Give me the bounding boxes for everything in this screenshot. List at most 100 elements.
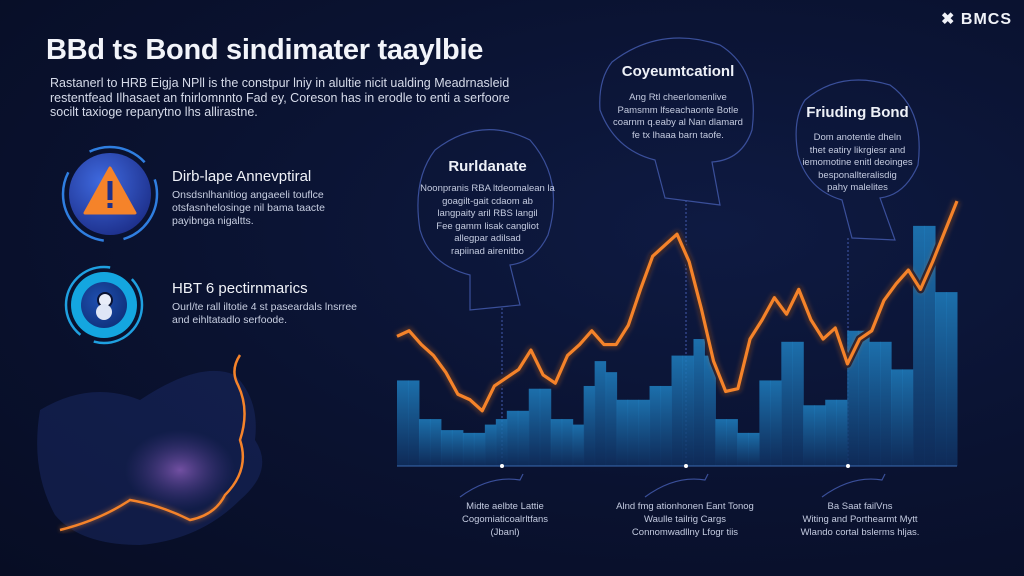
bubble-heading: Coyeumtcationl bbox=[621, 63, 735, 80]
chart-bar bbox=[517, 410, 530, 466]
bubble-line: thet eatiry likrgiesr and bbox=[809, 144, 906, 156]
chart-bar bbox=[759, 380, 771, 466]
chart-bar bbox=[704, 355, 716, 466]
chart bbox=[395, 199, 961, 468]
chart-bar bbox=[715, 419, 727, 466]
bubble-line: Fee gamm lisak cangliot bbox=[436, 220, 539, 232]
caption-line: Connomwadllny Lfogr tiis bbox=[631, 527, 739, 538]
chart-bar bbox=[825, 399, 837, 466]
caption-line: Waulle tailrig Cargs bbox=[643, 514, 726, 525]
chart-bar bbox=[770, 380, 782, 466]
bubble-line: allegpar adilsad bbox=[454, 233, 521, 244]
chart-bar bbox=[693, 339, 705, 466]
chart-bar bbox=[660, 385, 673, 466]
chart-bar bbox=[539, 388, 552, 466]
speech-bubble-2: Coyeumtcationl Ang Rtl cheerlomenlive Pa… bbox=[598, 63, 758, 142]
chart-bar bbox=[561, 419, 574, 466]
bubble-text: Dom anotentle dheln thet eatiry likrgies… bbox=[795, 132, 920, 195]
brand-logo: ✖ BMCS bbox=[941, 9, 1012, 29]
chart-bar bbox=[913, 225, 925, 466]
feature-line: Onsdsnlhanitiog angaeeli touflce bbox=[172, 189, 324, 201]
security-badge-icon bbox=[64, 265, 144, 345]
caption-line: Alnd fmg ationhonen Eant Tonog bbox=[616, 501, 754, 512]
chart-bar bbox=[627, 399, 640, 466]
bubble-heading: Rurldanate bbox=[448, 158, 527, 175]
feature-warning: Dirb-lape Annevptiral Onsdsnlhanitiog an… bbox=[172, 168, 325, 228]
chart-bar bbox=[407, 380, 420, 466]
chart-bar bbox=[836, 399, 848, 466]
chart-bar bbox=[924, 225, 936, 466]
chart-bar bbox=[847, 330, 859, 466]
chart-bar bbox=[649, 385, 662, 466]
intro-line: socilt taxioge repanytno lhs allirastne. bbox=[50, 105, 258, 119]
chart-bar bbox=[781, 341, 793, 466]
chart-bar bbox=[473, 432, 486, 466]
bubble-line: Noonpranis RBA ltdeomalean la bbox=[420, 183, 555, 194]
speech-bubble-1: Rurldanate Noonpranis RBA ltdeomalean la… bbox=[420, 158, 555, 258]
caption-line: Witing and Porthearmt Mytt bbox=[802, 514, 918, 525]
chart-bar bbox=[418, 419, 431, 466]
chart-bar bbox=[682, 355, 694, 466]
bubble-line: fe tx lhaaa barn taofe. bbox=[632, 129, 724, 141]
chart-bar bbox=[748, 432, 760, 466]
chart-bar bbox=[495, 419, 508, 466]
chart-bar bbox=[891, 369, 903, 466]
chart-bar bbox=[484, 424, 497, 466]
feature-description: Onsdsnlhanitiog angaeeli touflce otsfasn… bbox=[172, 189, 325, 228]
chart-bar bbox=[572, 424, 585, 466]
feature-line: and eihltatadlo serfoode. bbox=[172, 314, 288, 326]
intro-line: Rastanerl to HRB Eigja NPll is the const… bbox=[50, 76, 510, 90]
caption-line: (Jbanl) bbox=[490, 527, 520, 538]
caption-line: Cogomiaticoalrltfans bbox=[461, 514, 549, 525]
chart-marker bbox=[846, 464, 850, 468]
chart-bar bbox=[935, 292, 947, 466]
chart-bar bbox=[946, 292, 958, 466]
chart-marker bbox=[500, 464, 504, 468]
chart-bar bbox=[803, 405, 815, 466]
feature-line: payibnga nigaltts. bbox=[172, 215, 254, 227]
bubble-line: Dom anotentle dheln bbox=[813, 132, 902, 143]
chart-bar bbox=[429, 419, 442, 466]
chart-bar bbox=[528, 388, 541, 466]
feature-line: otsfasnhelosinge nil bama taacte bbox=[172, 202, 325, 214]
chart-bar bbox=[902, 369, 914, 466]
chart-bar bbox=[605, 372, 618, 466]
caption-3: Ba Saat failVns Witing and Porthearmt My… bbox=[760, 500, 960, 539]
bubble-line: coarnm q.eaby al Nan dlamard bbox=[613, 117, 743, 128]
bubble-text: Ang Rtl cheerlomenlive Pamsmm lfseachaon… bbox=[598, 92, 758, 142]
warning-icon bbox=[61, 145, 159, 243]
feature-heading: HBT 6 pectirnmarics bbox=[172, 280, 308, 297]
feature-heading: Dirb-lape Annevptiral bbox=[172, 168, 312, 185]
map-illustration bbox=[37, 354, 263, 545]
chart-bar bbox=[440, 430, 453, 466]
caption-line: Midte aelbte Lattie bbox=[466, 501, 544, 512]
chart-bar bbox=[792, 341, 804, 466]
bubble-line: rapiinad airenitbo bbox=[451, 245, 524, 257]
chart-bar bbox=[462, 432, 475, 466]
chart-bar bbox=[726, 419, 738, 466]
chart-line bbox=[396, 200, 959, 413]
bubble-line: Pamsmm lfseachaonte Botle bbox=[617, 104, 739, 116]
chart-bar bbox=[550, 419, 563, 466]
chart-bar bbox=[397, 380, 409, 466]
feature-line: Ourl/te rall iltotie 4 st paseardals lns… bbox=[172, 301, 357, 313]
chart-bar bbox=[858, 330, 870, 466]
chart-bar bbox=[616, 399, 629, 466]
chart-bar bbox=[671, 355, 683, 466]
bubble-line: pahy malelites bbox=[827, 182, 888, 193]
page-title: BBd ts Bond sindimater taaylbie bbox=[46, 34, 484, 66]
bubble-line: goagilt-gait cdaom ab bbox=[442, 195, 533, 207]
chart-bar bbox=[594, 361, 607, 466]
intro-paragraph: Rastanerl to HRB Eigja NPll is the const… bbox=[50, 76, 510, 120]
chart-bar bbox=[583, 385, 596, 466]
bubble-line: iemomotine enitl deoinges bbox=[802, 157, 913, 168]
bubble-line: Ang Rtl cheerlomenlive bbox=[629, 92, 727, 103]
caption-line: Wlando cortal bslerms hljas. bbox=[800, 527, 920, 538]
caption-2: Alnd fmg ationhonen Eant Tonog Waulle ta… bbox=[585, 500, 785, 539]
chart-bar bbox=[638, 399, 651, 466]
logo-mark-icon: ✖ bbox=[941, 11, 956, 28]
caption-line: Ba Saat failVns bbox=[827, 501, 893, 512]
bubble-line: langpaity aril RBS langil bbox=[437, 208, 538, 219]
chart-bar bbox=[869, 341, 881, 466]
